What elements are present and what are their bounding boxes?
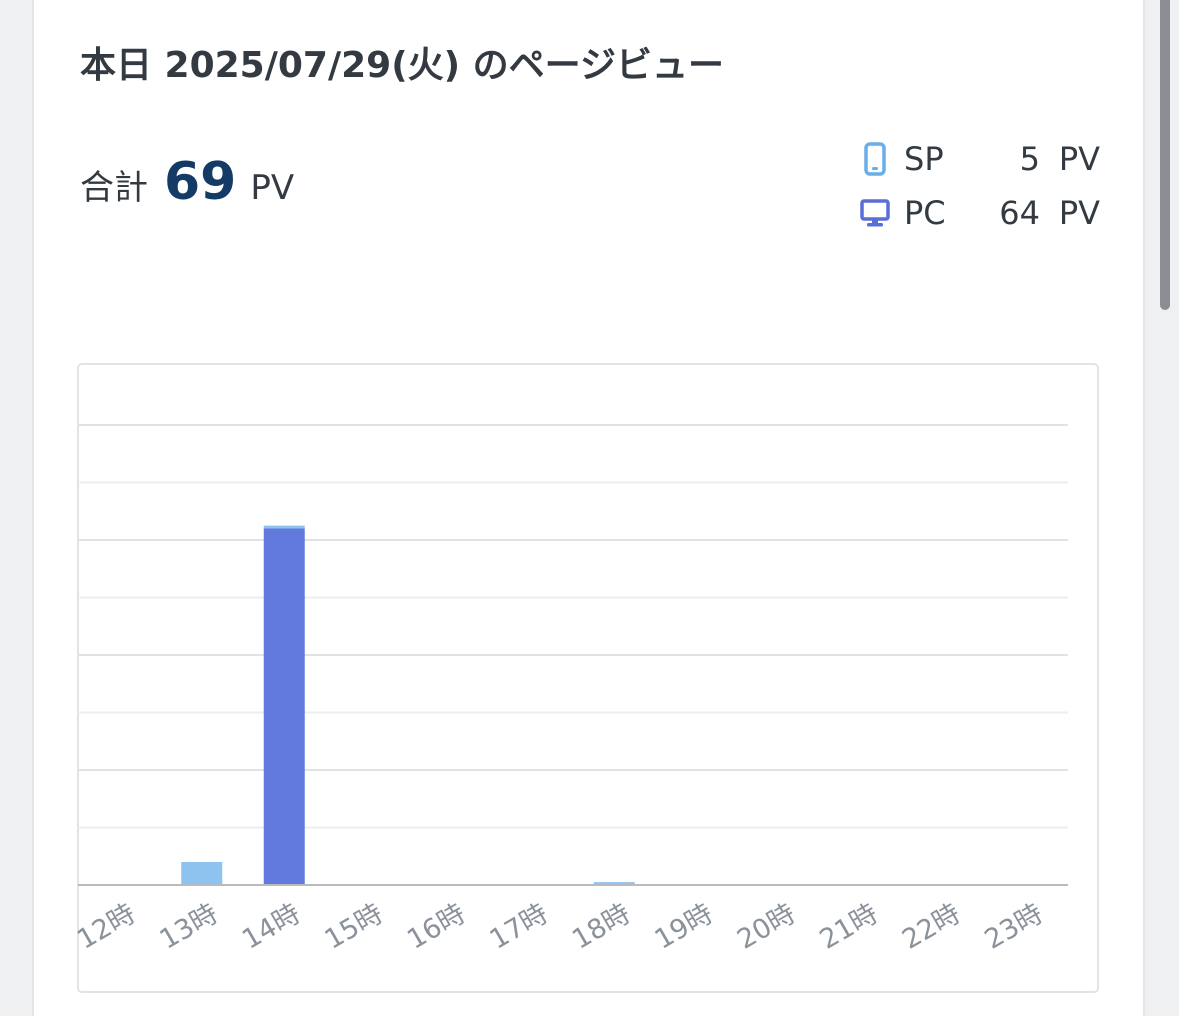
total-value: 69 <box>164 152 237 212</box>
breakdown-unit-sp: PV <box>1058 140 1100 178</box>
total-label: 合計 <box>80 168 148 208</box>
breakdown-unit-pc: PV <box>1058 194 1100 232</box>
breakdown-row-sp: SP 5 PV <box>860 132 1100 186</box>
scrollbar-thumb[interactable] <box>1160 0 1170 310</box>
page-title: 本日 2025/07/29(火) のページビュー <box>80 45 724 86</box>
bar-sp-2[interactable] <box>263 525 305 529</box>
device-breakdown: SP 5 PV PC 64 PV <box>860 132 1100 240</box>
smartphone-icon <box>860 141 890 177</box>
chart-gridlines <box>78 424 1068 829</box>
total-pageviews: 合計 69 PV <box>80 152 294 220</box>
breakdown-row-pc: PC 64 PV <box>860 186 1100 240</box>
breakdown-value-pc: 64 <box>999 194 1040 232</box>
desktop-icon <box>860 195 890 231</box>
breakdown-label-pc: PC <box>904 194 946 232</box>
hourly-pageview-chart: 12時 13時 14時 15時 16時 17時 18時 19時 20時 21時 22時 23時 <box>72 363 1099 993</box>
bar-sp-6[interactable] <box>593 882 635 885</box>
chart-bars <box>78 525 1068 886</box>
breakdown-value-sp: 5 <box>1019 140 1040 178</box>
bar-pc-2[interactable] <box>263 528 305 886</box>
breakdown-label-sp: SP <box>904 140 944 178</box>
total-unit: PV <box>250 168 295 208</box>
chart-frame <box>77 363 1099 993</box>
bar-sp-1[interactable] <box>181 862 223 885</box>
